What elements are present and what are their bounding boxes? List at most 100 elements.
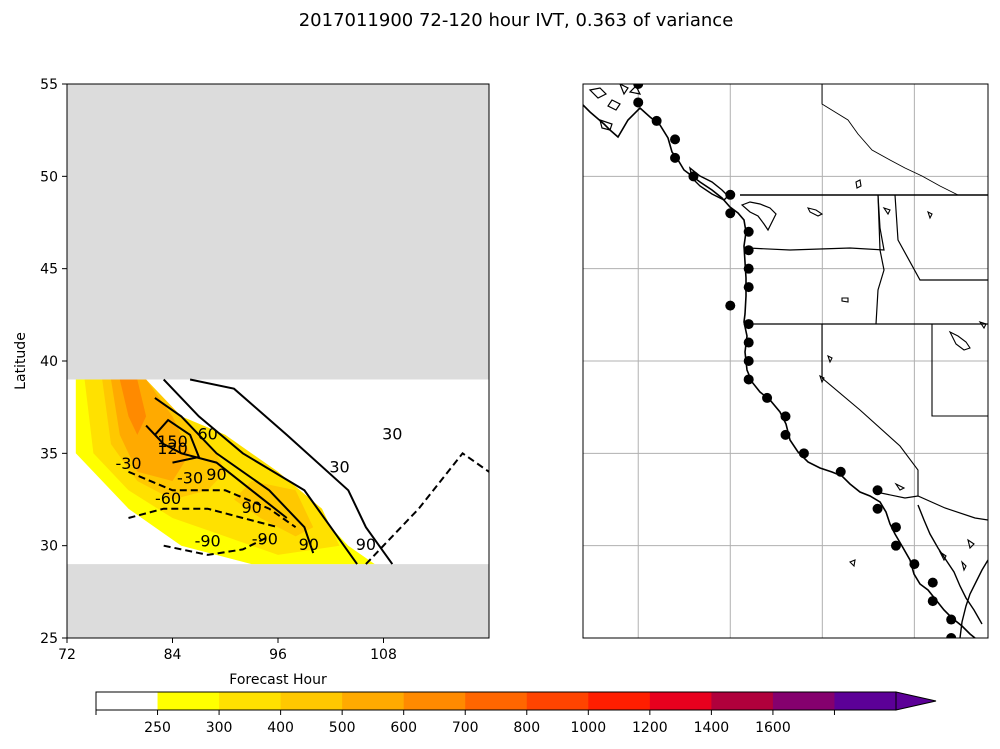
left-x-axis-label: Forecast Hour: [229, 672, 327, 688]
contour-label-solid-2: 90: [299, 535, 319, 554]
contour-label-extra-2: 90: [241, 498, 261, 517]
contour-solid-2: [154, 397, 315, 554]
colorbar-cell: [772, 692, 835, 710]
map-station-point: [725, 189, 736, 200]
contour-label-extra-1: 90: [206, 465, 226, 484]
map-station-point: [743, 319, 754, 330]
map-station-point: [762, 392, 773, 403]
map-border-us-mexico: [875, 491, 988, 521]
map-station-point: [670, 152, 681, 163]
colorbar-ticks: 250 300 400 500 600 700 800 1000 1200 1400 1600: [95, 710, 835, 736]
colorbar-cells: [96, 692, 897, 710]
colorbar-tick-label: 400: [267, 720, 294, 736]
contour-label-solid-3: 120: [157, 439, 188, 458]
left-panel-contours: [128, 378, 489, 565]
contour-label-solid-1: 60: [197, 424, 217, 443]
colorbar-cell: [711, 692, 774, 710]
map-station-point: [633, 97, 644, 108]
map-station-point: [890, 540, 901, 551]
colorbar-cell: [157, 692, 220, 710]
map-station-point: [835, 466, 846, 477]
map-border-idaho: [875, 194, 988, 325]
contour-dashed-3: [163, 535, 270, 556]
map-station-point: [725, 300, 736, 311]
map-border-wa-or: [747, 194, 885, 251]
colorbar: 250 300 400 500 600 700 800 1000 1200 1400 1600: [95, 691, 937, 736]
map-border-nv-az: [931, 324, 988, 417]
map-islands-channel: [849, 482, 975, 572]
map-lake-2: [806, 207, 824, 217]
map-station-point: [743, 226, 754, 237]
y-tick-label: 45: [40, 262, 58, 278]
map-station-point: [798, 448, 809, 459]
colorbar-tick-label: 250: [144, 720, 171, 736]
map-station-point: [890, 522, 901, 533]
map-station-point: [909, 559, 920, 570]
map-lake-5: [819, 206, 987, 384]
colorbar-cell: [342, 692, 405, 710]
map-border-ca-nv: [821, 324, 919, 496]
contour-solid-1: [162, 378, 358, 565]
y-tick-label: 35: [40, 446, 58, 462]
left-panel-fill: [67, 84, 489, 638]
map-station-point: [946, 633, 957, 638]
contour-dashed-1: [128, 470, 297, 529]
map-station-point: [927, 596, 938, 607]
right-panel: [582, 83, 989, 639]
y-tick-label: 50: [40, 169, 58, 185]
contour-label-dashed-1: -30: [115, 454, 141, 473]
x-tick-label: 72: [58, 647, 76, 663]
contour-label-extra-3: -90: [195, 531, 221, 550]
map-station-points: [633, 84, 957, 638]
colorbar-cell: [219, 692, 282, 710]
map-coastline-mexico: [959, 559, 988, 638]
colorbar-tick-label: 1600: [755, 720, 791, 736]
map-station-point: [688, 171, 699, 182]
colorbar-tick-label: 1000: [570, 720, 606, 736]
colorbar-cell: [834, 692, 897, 710]
left-y-ticks: 25 30 35 40 45 50 55: [40, 77, 67, 647]
map-coastline: [583, 104, 976, 638]
contour-dashed-2: [128, 507, 279, 529]
contour-solid-0: [189, 378, 394, 565]
map-station-point: [927, 577, 938, 588]
left-x-ticks: 72 84 96 108: [58, 638, 397, 663]
y-tick-label: 55: [40, 77, 58, 93]
map-station-point: [633, 84, 644, 89]
colorbar-tick-label: 600: [390, 720, 417, 736]
contour-label-extra-0: -30: [177, 469, 203, 488]
colorbar-cell: [403, 692, 466, 710]
contour-solid-4: [154, 418, 201, 464]
contour-label-extra-4: 90: [356, 535, 376, 554]
figure-title: 2017011900 72-120 hour IVT, 0.363 of var…: [299, 10, 734, 31]
map-station-point: [743, 374, 754, 385]
map-puget-sound: [740, 201, 777, 232]
contour-label-dashed-0: 30: [382, 424, 402, 443]
left-y-axis-label: Latitude: [13, 332, 29, 390]
contour-dashed-0: [365, 451, 489, 565]
colorbar-tick-label: 700: [452, 720, 479, 736]
map-station-point: [872, 485, 883, 496]
map-station-point: [743, 356, 754, 366]
y-tick-label: 40: [40, 354, 58, 370]
contour-label-dashed-3: -90: [252, 530, 278, 549]
colorbar-cell: [96, 692, 159, 710]
map-station-point: [780, 411, 791, 422]
colorbar-cell: [588, 692, 651, 710]
colorbar-cell: [465, 692, 528, 710]
map-station-point: [780, 429, 791, 440]
x-tick-label: 96: [269, 647, 287, 663]
map-lake-4: [948, 330, 971, 351]
colorbar-tick-label: 300: [206, 720, 233, 736]
colorbar-tick-label: 500: [329, 720, 356, 736]
map-gridlines: [583, 84, 988, 638]
colorbar-extend-arrow: [895, 691, 937, 711]
right-panel-frame: [582, 83, 989, 639]
map-station-point: [743, 263, 754, 274]
map-station-point: [743, 245, 754, 256]
map-station-point: [670, 134, 681, 145]
map-station-point: [725, 208, 736, 219]
